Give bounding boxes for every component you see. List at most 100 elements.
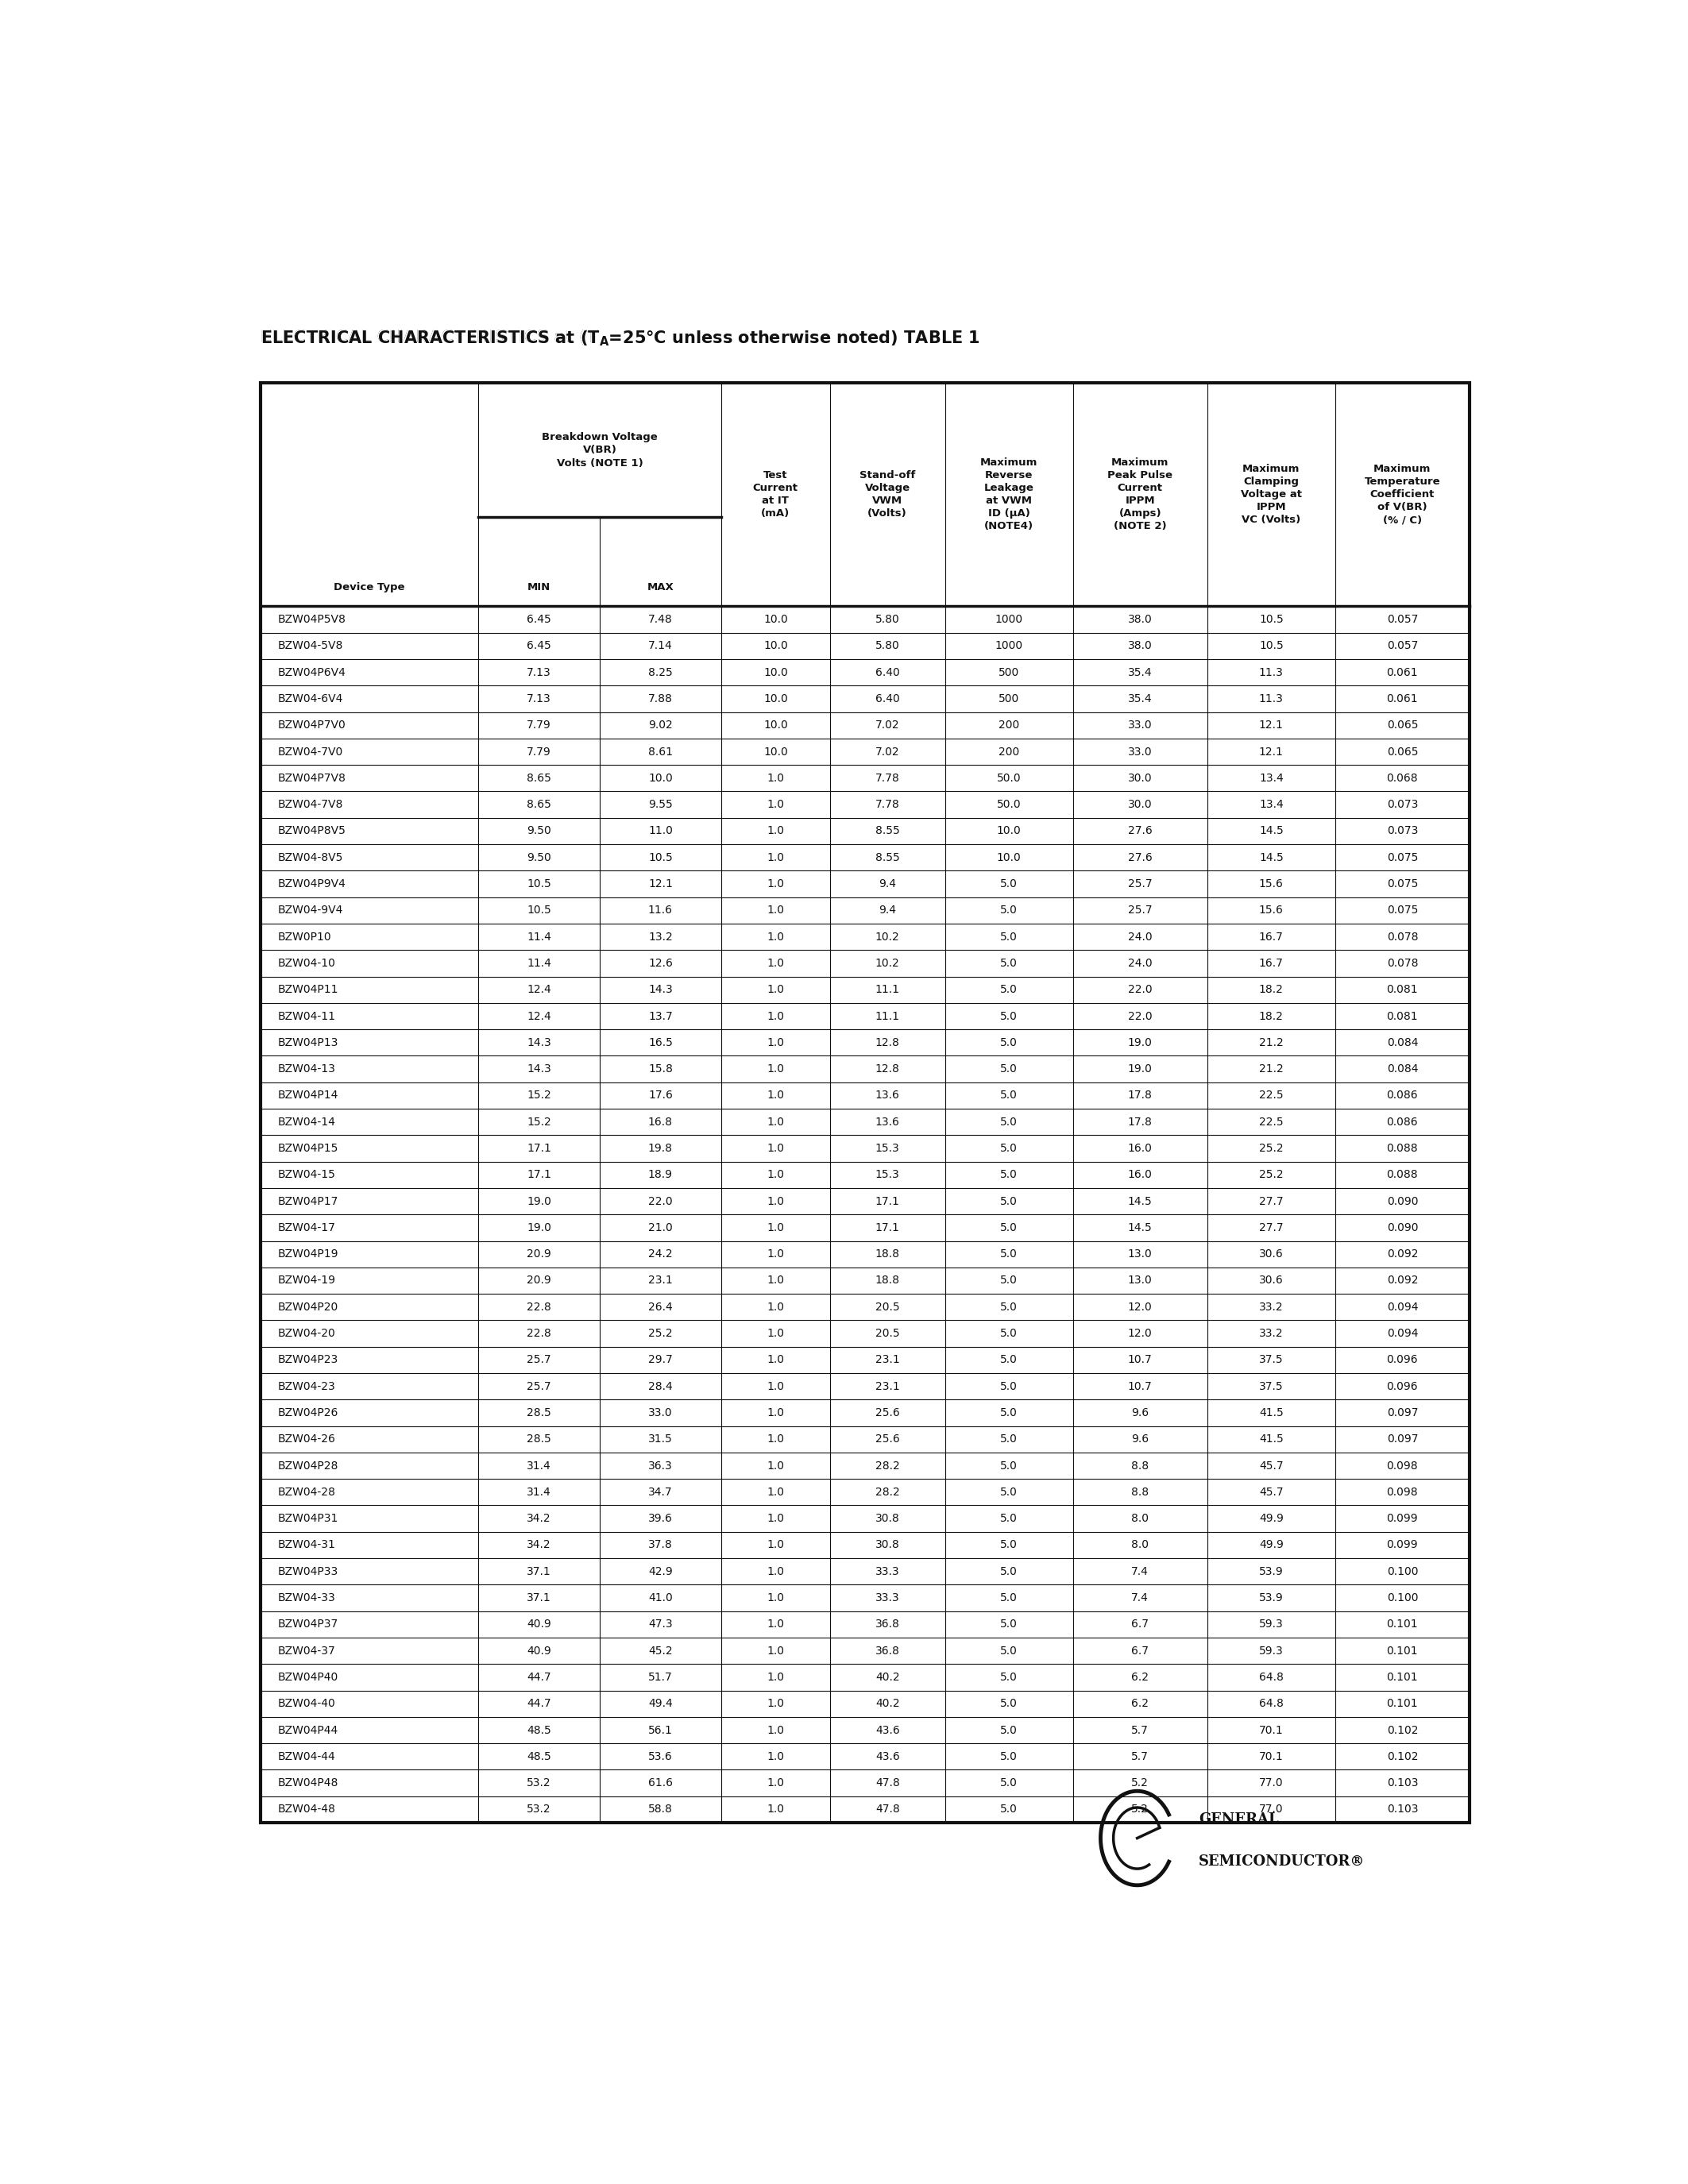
Text: 36.3: 36.3 [648, 1461, 672, 1472]
Text: BZW04P19: BZW04P19 [279, 1249, 339, 1260]
Text: Breakdown Voltage
V(BR)
Volts (NOTE 1): Breakdown Voltage V(BR) Volts (NOTE 1) [542, 432, 658, 467]
Text: 56.1: 56.1 [648, 1725, 674, 1736]
Text: BZW04-5V8: BZW04-5V8 [279, 640, 344, 651]
Text: 0.086: 0.086 [1386, 1116, 1418, 1127]
Text: 5.0: 5.0 [1001, 1142, 1018, 1153]
Text: 22.0: 22.0 [648, 1195, 672, 1208]
Text: 0.101: 0.101 [1386, 1645, 1418, 1655]
Text: 10.5: 10.5 [1259, 614, 1283, 625]
Text: 1.0: 1.0 [766, 1223, 785, 1234]
Text: BZW04P13: BZW04P13 [279, 1037, 339, 1048]
Text: 23.1: 23.1 [876, 1354, 900, 1365]
Text: 77.0: 77.0 [1259, 1778, 1283, 1789]
Text: 10.2: 10.2 [876, 930, 900, 941]
Text: 22.0: 22.0 [1128, 985, 1153, 996]
Text: 24.2: 24.2 [648, 1249, 672, 1260]
Text: 26.4: 26.4 [648, 1302, 672, 1313]
Text: 9.6: 9.6 [1131, 1406, 1150, 1417]
Text: BZW04-10: BZW04-10 [279, 959, 336, 970]
Text: 12.1: 12.1 [1259, 721, 1283, 732]
Text: 64.8: 64.8 [1259, 1699, 1283, 1710]
Text: 23.1: 23.1 [648, 1275, 672, 1286]
Text: 5.0: 5.0 [1001, 1223, 1018, 1234]
Text: 43.6: 43.6 [876, 1752, 900, 1762]
Text: 25.7: 25.7 [1128, 904, 1153, 915]
Text: 24.0: 24.0 [1128, 930, 1153, 941]
Text: BZW04P17: BZW04P17 [279, 1195, 339, 1208]
Text: 21.2: 21.2 [1259, 1037, 1283, 1048]
Text: 0.086: 0.086 [1386, 1090, 1418, 1101]
Text: BZW04P26: BZW04P26 [279, 1406, 339, 1417]
Text: BZW04P23: BZW04P23 [279, 1354, 339, 1365]
Text: 49.4: 49.4 [648, 1699, 672, 1710]
Bar [260, 382, 1470, 1824]
Text: 10.7: 10.7 [1128, 1380, 1153, 1391]
Text: 14.3: 14.3 [527, 1037, 552, 1048]
Text: 9.6: 9.6 [1131, 1433, 1150, 1446]
Text: 0.057: 0.057 [1388, 640, 1418, 651]
Text: 44.7: 44.7 [527, 1671, 550, 1684]
Text: 5.0: 5.0 [1001, 1540, 1018, 1551]
Text: 0.099: 0.099 [1386, 1540, 1418, 1551]
Text: 53.9: 53.9 [1259, 1592, 1283, 1603]
Text: 25.6: 25.6 [876, 1433, 900, 1446]
Text: Device Type: Device Type [334, 583, 405, 592]
Text: 25.2: 25.2 [1259, 1168, 1283, 1179]
Text: 12.0: 12.0 [1128, 1302, 1153, 1313]
Text: 38.0: 38.0 [1128, 640, 1153, 651]
Text: 7.78: 7.78 [876, 799, 900, 810]
Text: 30.6: 30.6 [1259, 1249, 1283, 1260]
Text: 12.1: 12.1 [648, 878, 674, 889]
Text: 14.3: 14.3 [527, 1064, 552, 1075]
Text: BZW04-9V4: BZW04-9V4 [279, 904, 344, 915]
Text: BZW04-19: BZW04-19 [279, 1275, 336, 1286]
Text: 5.0: 5.0 [1001, 930, 1018, 941]
Text: 16.7: 16.7 [1259, 930, 1283, 941]
Text: 34.2: 34.2 [527, 1540, 550, 1551]
Text: 22.8: 22.8 [527, 1328, 552, 1339]
Text: 53.6: 53.6 [648, 1752, 672, 1762]
Text: 1.0: 1.0 [766, 826, 785, 836]
Text: 28.2: 28.2 [876, 1487, 900, 1498]
Text: 12.1: 12.1 [1259, 747, 1283, 758]
Text: 70.1: 70.1 [1259, 1725, 1283, 1736]
Text: 9.4: 9.4 [879, 904, 896, 915]
Text: 5.0: 5.0 [1001, 1195, 1018, 1208]
Text: 29.7: 29.7 [648, 1354, 672, 1365]
Text: 0.073: 0.073 [1388, 799, 1418, 810]
Text: 10.5: 10.5 [648, 852, 672, 863]
Text: BZW04P33: BZW04P33 [279, 1566, 339, 1577]
Text: BZW04-11: BZW04-11 [279, 1011, 336, 1022]
Text: 0.081: 0.081 [1386, 985, 1418, 996]
Text: 19.0: 19.0 [527, 1195, 552, 1208]
Text: 1.0: 1.0 [766, 1195, 785, 1208]
Text: 5.0: 5.0 [1001, 1090, 1018, 1101]
Text: 7.78: 7.78 [876, 773, 900, 784]
Text: 20.5: 20.5 [876, 1302, 900, 1313]
Text: 5.0: 5.0 [1001, 1380, 1018, 1391]
Text: 0.094: 0.094 [1386, 1328, 1418, 1339]
Text: BZW04-26: BZW04-26 [279, 1433, 336, 1446]
Text: 13.7: 13.7 [648, 1011, 672, 1022]
Text: 5.0: 5.0 [1001, 1249, 1018, 1260]
Text: 10.0: 10.0 [998, 852, 1021, 863]
Text: 40.9: 40.9 [527, 1618, 552, 1629]
Text: 1.0: 1.0 [766, 1514, 785, 1524]
Text: 27.6: 27.6 [1128, 826, 1153, 836]
Text: 10.5: 10.5 [1259, 640, 1283, 651]
Text: MIN: MIN [527, 583, 550, 592]
Text: 7.02: 7.02 [876, 747, 900, 758]
Text: 17.1: 17.1 [874, 1195, 900, 1208]
Text: 13.6: 13.6 [874, 1090, 900, 1101]
Text: 17.1: 17.1 [874, 1223, 900, 1234]
Text: 8.65: 8.65 [527, 799, 552, 810]
Text: 25.2: 25.2 [648, 1328, 672, 1339]
Text: 5.0: 5.0 [1001, 1671, 1018, 1684]
Text: 15.3: 15.3 [876, 1142, 900, 1153]
Text: 20.5: 20.5 [876, 1328, 900, 1339]
Text: SEMICONDUCTOR®: SEMICONDUCTOR® [1198, 1854, 1366, 1870]
Text: 1.0: 1.0 [766, 1302, 785, 1313]
Text: 1.0: 1.0 [766, 1618, 785, 1629]
Text: 30.6: 30.6 [1259, 1275, 1283, 1286]
Text: 9.50: 9.50 [527, 852, 552, 863]
